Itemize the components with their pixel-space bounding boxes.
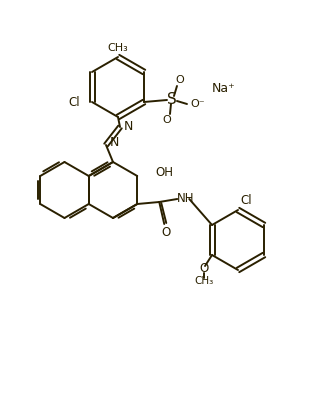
Text: O: O	[162, 115, 171, 125]
Text: O⁻: O⁻	[191, 99, 205, 109]
Text: CH₃: CH₃	[107, 43, 128, 53]
Text: NH: NH	[176, 192, 194, 205]
Text: OH: OH	[155, 166, 173, 179]
Text: CH₃: CH₃	[194, 276, 214, 286]
Text: S: S	[167, 92, 177, 107]
Text: Cl: Cl	[68, 96, 80, 109]
Text: N: N	[123, 121, 133, 134]
Text: O: O	[176, 75, 184, 85]
Text: Na⁺: Na⁺	[212, 81, 236, 94]
Text: O: O	[162, 226, 171, 239]
Text: O: O	[199, 262, 209, 275]
Text: Cl: Cl	[240, 194, 252, 207]
Text: N: N	[109, 136, 119, 149]
